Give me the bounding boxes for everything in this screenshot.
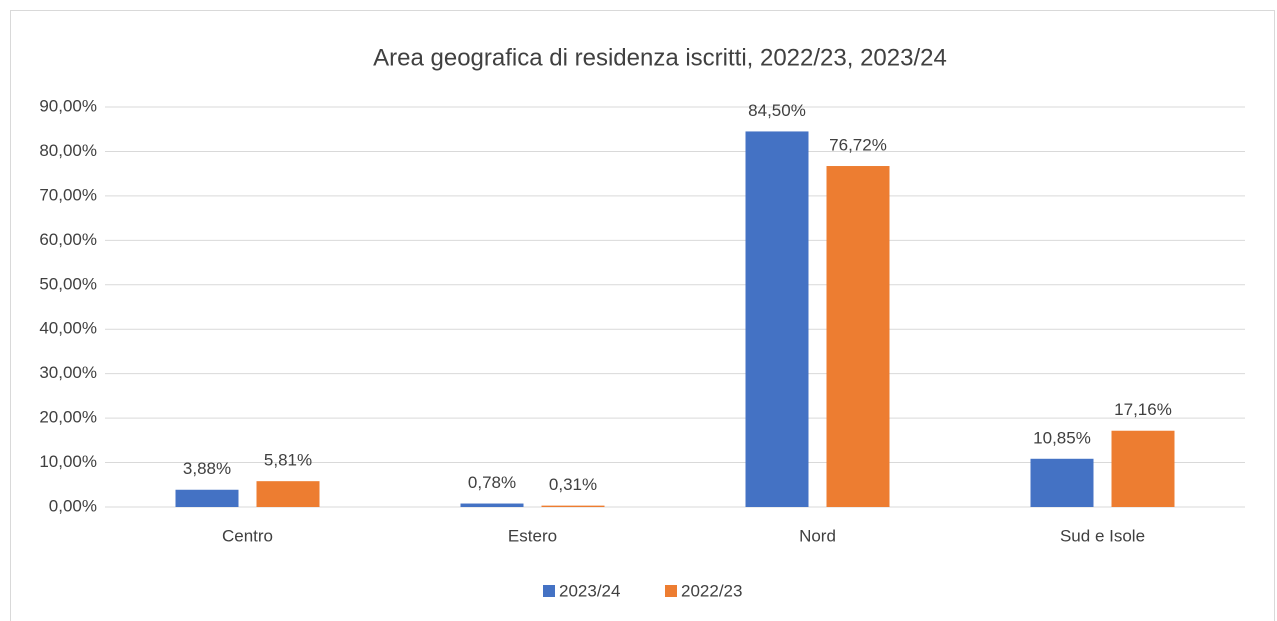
data-label: 76,72% [829, 136, 887, 155]
legend-swatch [665, 585, 677, 597]
data-label: 17,16% [1114, 400, 1172, 419]
bar [256, 481, 320, 507]
data-label: 3,88% [183, 459, 231, 478]
legend-label: 2023/24 [559, 581, 620, 600]
data-label: 84,50% [748, 101, 806, 120]
x-tick-label: Sud e Isole [1060, 526, 1145, 545]
data-label: 5,81% [264, 451, 312, 470]
y-tick-label: 30,00% [39, 363, 97, 382]
y-tick-label: 70,00% [39, 185, 97, 204]
chart-frame [10, 10, 1275, 621]
y-tick-label: 40,00% [39, 319, 97, 338]
data-label: 10,85% [1033, 428, 1091, 447]
bar [745, 131, 809, 507]
legend-label: 2022/23 [681, 581, 742, 600]
bar [460, 503, 524, 507]
bar [175, 489, 239, 507]
x-tick-label: Estero [508, 526, 557, 545]
data-label: 0,78% [468, 473, 516, 492]
bar [541, 505, 605, 507]
y-tick-label: 90,00% [39, 96, 97, 115]
y-tick-label: 60,00% [39, 230, 97, 249]
y-tick-label: 80,00% [39, 141, 97, 160]
legend-swatch [543, 585, 555, 597]
y-tick-label: 0,00% [49, 496, 97, 515]
bar [826, 166, 890, 507]
x-tick-label: Nord [799, 526, 836, 545]
y-tick-label: 20,00% [39, 408, 97, 427]
bar [1030, 458, 1094, 507]
data-label: 0,31% [549, 475, 597, 494]
y-tick-label: 10,00% [39, 452, 97, 471]
x-tick-label: Centro [222, 526, 273, 545]
y-tick-label: 50,00% [39, 274, 97, 293]
chart-title: Area geografica di residenza iscritti, 2… [373, 44, 947, 71]
bar [1111, 430, 1175, 507]
